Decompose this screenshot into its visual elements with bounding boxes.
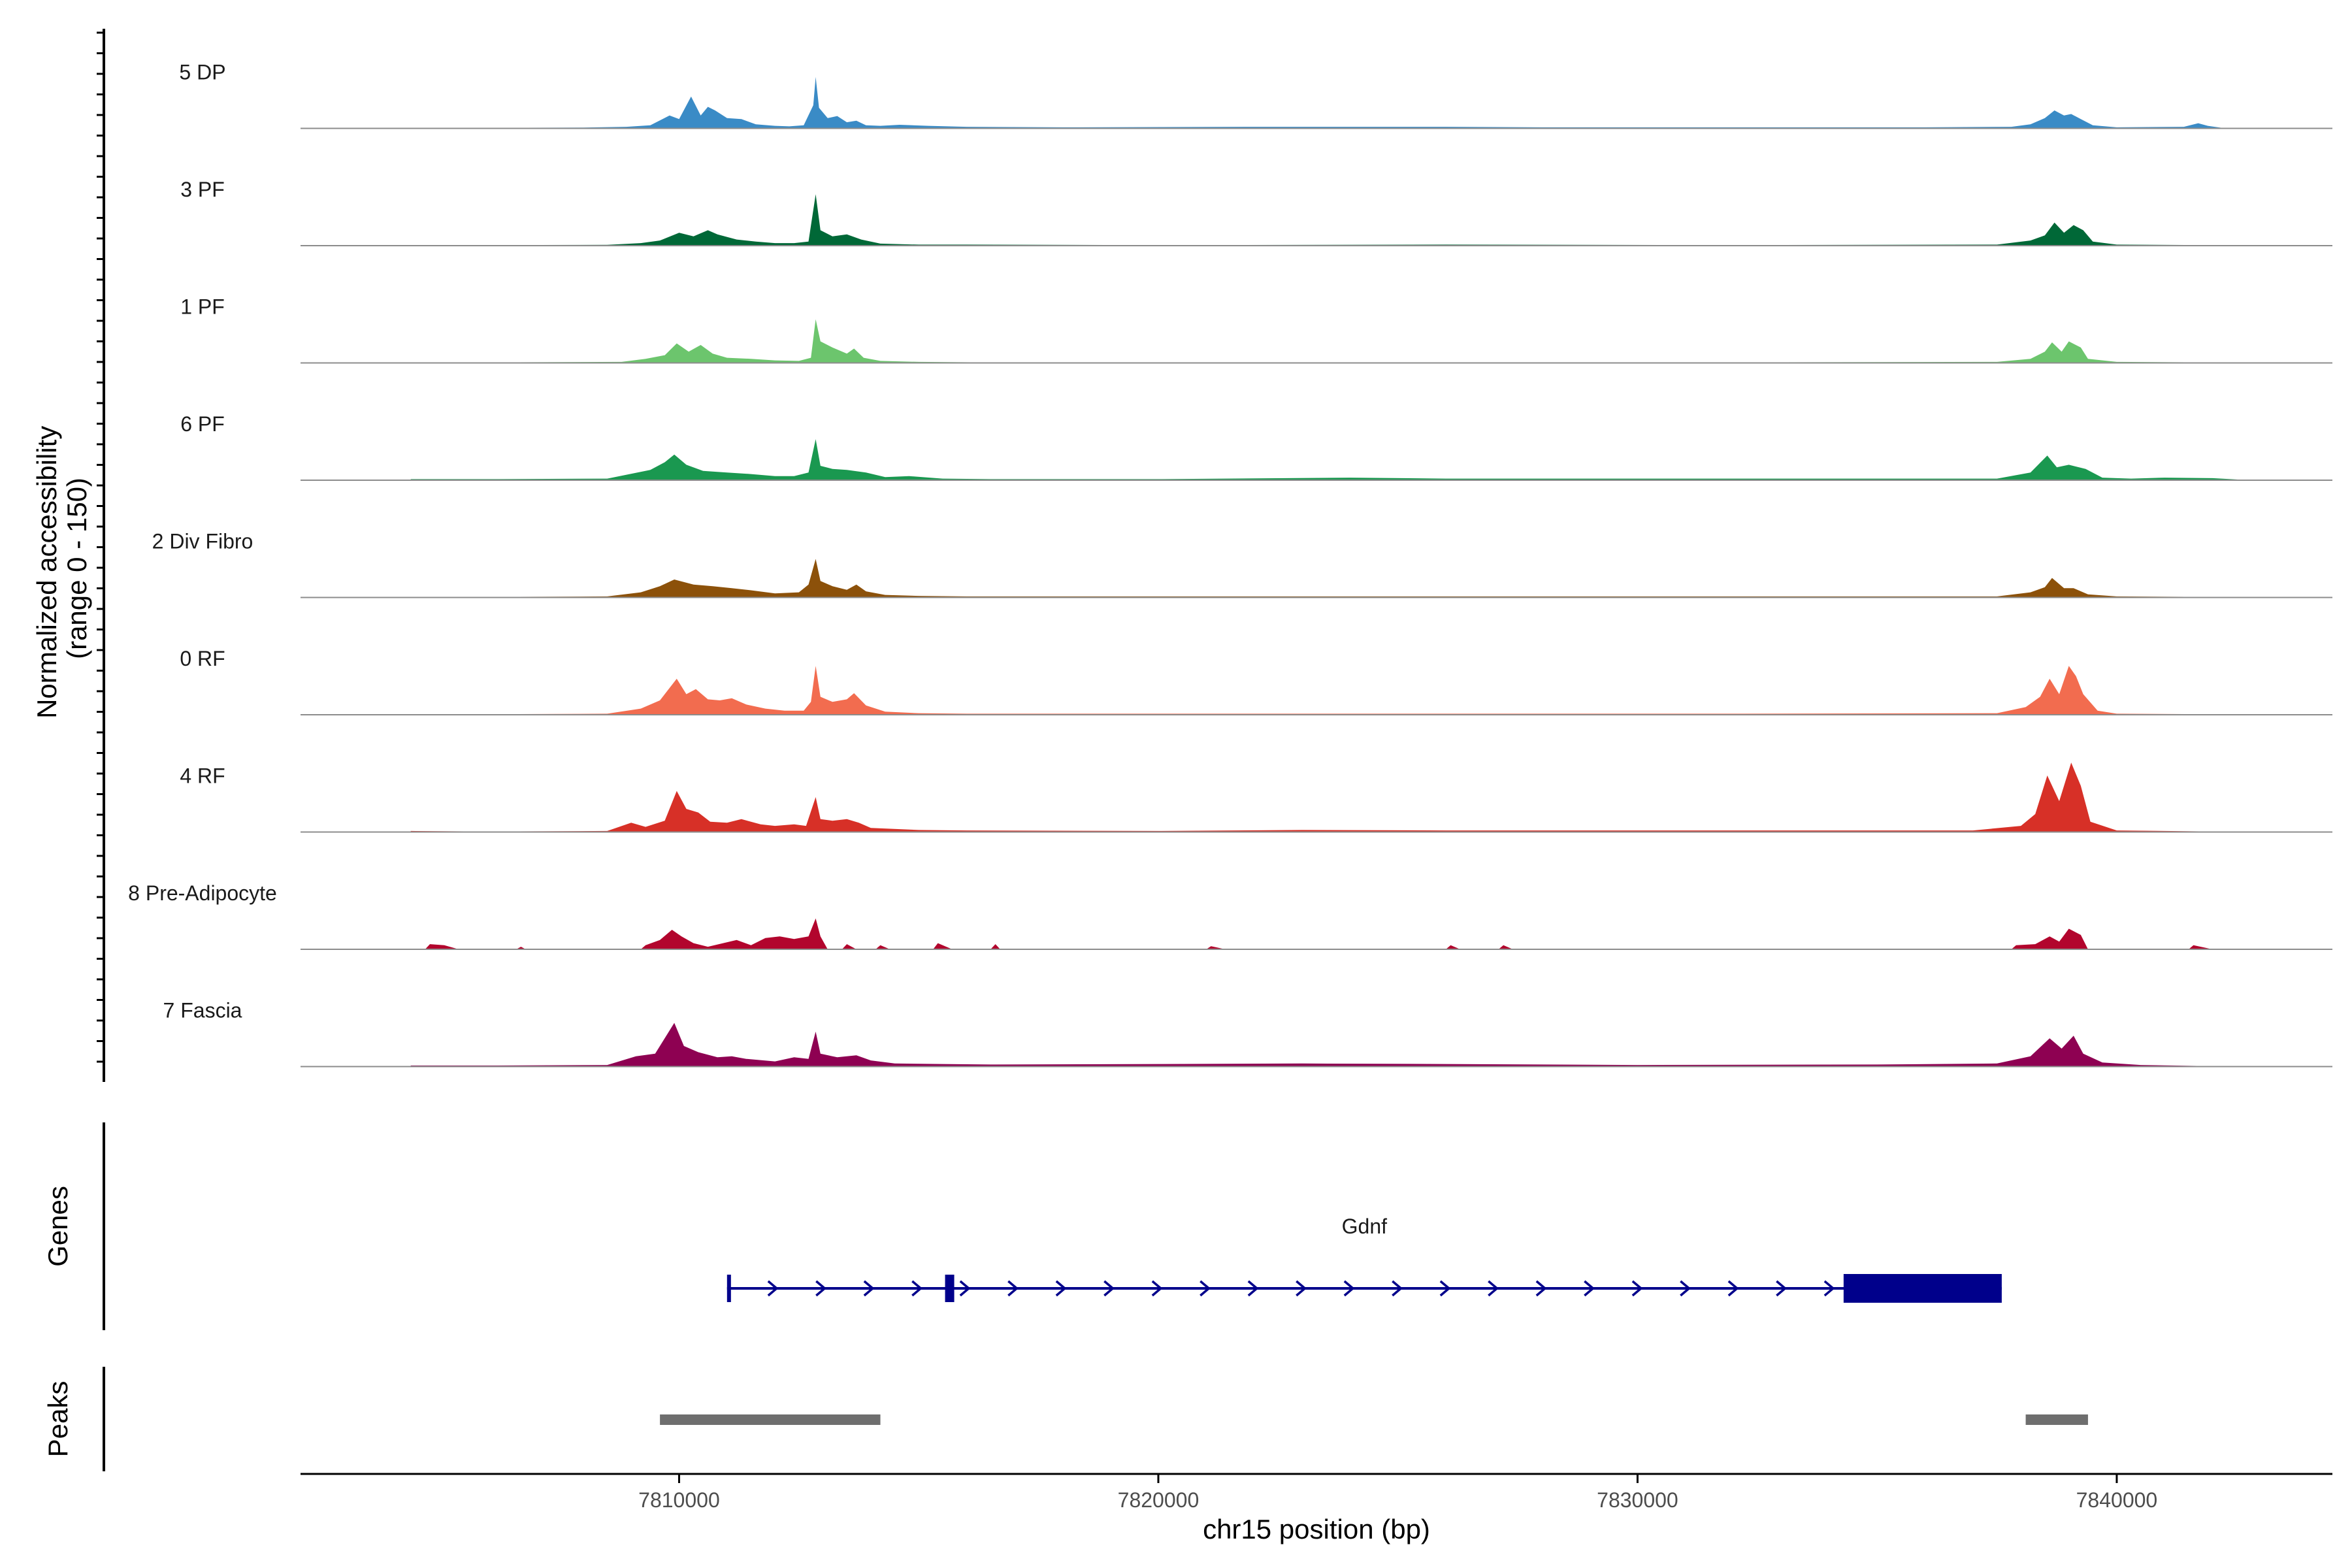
strand-arrow xyxy=(1200,1280,1211,1297)
coverage-area xyxy=(410,319,2237,363)
strand-arrow xyxy=(1727,1280,1739,1297)
coverage-area xyxy=(410,918,2237,949)
x-tick-label: 7810000 xyxy=(638,1488,720,1512)
strand-arrow xyxy=(1823,1280,1835,1297)
strand-arrow xyxy=(1776,1280,1788,1297)
gene-exon xyxy=(727,1275,731,1302)
peak-bar xyxy=(660,1414,881,1425)
y-axis-title: Normalized accessibility (range 0 - 150) xyxy=(31,418,92,719)
strand-arrow xyxy=(1103,1280,1115,1297)
track-5-dp: 5 DP xyxy=(179,61,2332,129)
strand-arrow xyxy=(1584,1280,1595,1297)
strand-arrow xyxy=(1296,1280,1307,1297)
strand-arrow xyxy=(1151,1280,1163,1297)
strand-arrow xyxy=(767,1280,779,1297)
y-axis-coverage xyxy=(97,29,105,1082)
track-7-fascia: 7 Fascia xyxy=(163,999,2332,1068)
strand-arrow xyxy=(1055,1280,1067,1297)
track-label: 1 PF xyxy=(180,295,225,319)
peak-regions xyxy=(660,1414,2088,1425)
coverage-area xyxy=(410,1022,2237,1067)
gene-exon xyxy=(945,1275,955,1302)
strand-arrow xyxy=(1343,1280,1355,1297)
y-axis-title-line1: Normalized accessibility xyxy=(31,426,62,719)
track-label: 7 Fascia xyxy=(163,999,242,1022)
track-2-div-fibro: 2 Div Fibro xyxy=(152,530,2332,598)
gene-name-label: Gdnf xyxy=(1342,1215,1387,1238)
coverage-area xyxy=(410,666,2237,715)
gene-exon xyxy=(1843,1274,2002,1303)
strand-arrow xyxy=(1392,1280,1403,1297)
track-1-pf: 1 PF xyxy=(180,295,2332,364)
track-4-rf: 4 RF xyxy=(180,762,2332,833)
genes-panel-label: Genes xyxy=(42,1186,73,1267)
strand-arrow xyxy=(863,1280,875,1297)
strand-arrow xyxy=(1247,1280,1259,1297)
coverage-area xyxy=(410,439,2251,480)
coverage-tracks: 5 DP 3 PF 1 PF 6 PF 2 Div Fibro 0 RF 4 RF 8 Pre… xyxy=(128,61,2332,1068)
track-label: 8 Pre-Adipocyte xyxy=(128,881,277,905)
strand-arrow xyxy=(959,1280,971,1297)
strand-arrow xyxy=(911,1280,923,1297)
strand-arrow xyxy=(1439,1280,1451,1297)
track-label: 2 Div Fibro xyxy=(152,530,253,553)
x-axis-ticks: 7810000 7820000 7830000 7840000 xyxy=(638,1474,2157,1512)
x-tick-label: 7830000 xyxy=(1597,1488,1678,1512)
strand-arrow xyxy=(1680,1280,1691,1297)
y-axis-title-line2: (range 0 - 150) xyxy=(61,478,92,659)
coverage-area xyxy=(410,762,2237,832)
x-tick-label: 7820000 xyxy=(1118,1488,1200,1512)
strand-arrow xyxy=(1007,1280,1019,1297)
strand-arrow xyxy=(1631,1280,1643,1297)
track-label: 0 RF xyxy=(180,647,225,670)
x-axis-title: chr15 position (bp) xyxy=(1203,1514,1430,1544)
gene-annotation: Gdnf xyxy=(727,1215,2002,1303)
strand-arrow xyxy=(1535,1280,1547,1297)
track-3-pf: 3 PF xyxy=(180,178,2332,246)
peak-bar xyxy=(2025,1414,2088,1425)
strand-arrow xyxy=(815,1280,827,1297)
track-label: 5 DP xyxy=(179,61,225,84)
coverage-area xyxy=(410,194,2237,246)
track-label: 6 PF xyxy=(180,412,225,436)
track-8-pre-adipocyte: 8 Pre-Adipocyte xyxy=(128,881,2332,950)
strand-arrow xyxy=(1488,1280,1499,1297)
coverage-area xyxy=(410,559,2237,598)
track-6-pf: 6 PF xyxy=(180,412,2332,481)
track-label: 3 PF xyxy=(180,178,225,201)
peaks-panel-label: Peaks xyxy=(42,1381,73,1458)
track-0-rf: 0 RF xyxy=(180,647,2332,715)
x-tick-label: 7840000 xyxy=(2076,1488,2158,1512)
track-label: 4 RF xyxy=(180,764,225,788)
coverage-area xyxy=(410,76,2237,129)
